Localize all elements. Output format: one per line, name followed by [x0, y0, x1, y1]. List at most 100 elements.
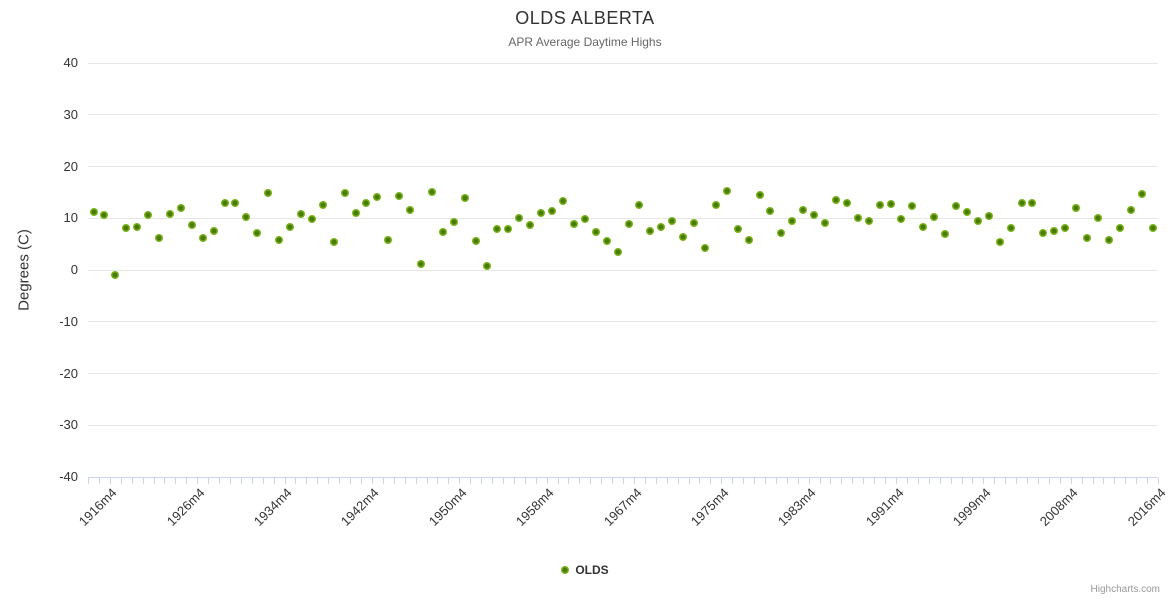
data-point[interactable]	[821, 219, 829, 228]
data-point[interactable]	[1028, 198, 1037, 207]
data-point[interactable]	[209, 226, 218, 235]
data-point[interactable]	[144, 211, 153, 220]
data-point[interactable]	[744, 235, 753, 244]
data-point[interactable]	[1072, 204, 1081, 213]
data-point[interactable]	[275, 236, 284, 244]
data-point[interactable]	[471, 236, 480, 245]
data-point[interactable]	[831, 196, 840, 205]
data-point[interactable]	[318, 200, 327, 209]
data-point[interactable]	[89, 207, 98, 216]
data-point[interactable]	[1148, 223, 1157, 232]
data-point[interactable]	[755, 191, 764, 199]
data-point[interactable]	[504, 225, 513, 234]
data-point[interactable]	[155, 234, 163, 243]
data-point[interactable]	[231, 198, 240, 207]
data-point[interactable]	[569, 219, 578, 228]
data-point[interactable]	[340, 188, 349, 197]
data-point[interactable]	[930, 213, 939, 222]
data-point[interactable]	[406, 205, 415, 214]
data-point[interactable]	[1050, 227, 1059, 236]
data-point[interactable]	[646, 226, 655, 235]
data-point[interactable]	[427, 188, 436, 197]
data-point[interactable]	[962, 208, 971, 216]
data-point[interactable]	[1137, 189, 1146, 198]
data-point[interactable]	[1061, 223, 1070, 232]
data-point[interactable]	[100, 210, 109, 219]
data-point[interactable]	[635, 200, 644, 209]
data-point[interactable]	[864, 216, 873, 225]
data-point[interactable]	[264, 189, 273, 198]
data-point[interactable]	[580, 215, 589, 224]
data-point[interactable]	[908, 201, 917, 210]
data-point[interactable]	[853, 214, 862, 223]
data-point[interactable]	[995, 237, 1004, 246]
data-point[interactable]	[558, 196, 567, 205]
data-point[interactable]	[984, 211, 993, 220]
data-point[interactable]	[810, 211, 819, 220]
data-point[interactable]	[329, 238, 338, 247]
data-point[interactable]	[613, 247, 622, 256]
data-point[interactable]	[253, 229, 262, 238]
data-point[interactable]	[449, 218, 458, 227]
data-point[interactable]	[591, 227, 600, 236]
data-point[interactable]	[187, 220, 196, 229]
data-point[interactable]	[842, 199, 851, 208]
data-point[interactable]	[1006, 223, 1015, 232]
data-point[interactable]	[711, 201, 720, 210]
data-point[interactable]	[733, 225, 742, 234]
data-point[interactable]	[515, 213, 524, 222]
data-point[interactable]	[548, 206, 556, 215]
data-point[interactable]	[1083, 233, 1091, 242]
data-point[interactable]	[537, 209, 546, 218]
data-point[interactable]	[1104, 236, 1113, 244]
data-point[interactable]	[1115, 224, 1124, 233]
data-point[interactable]	[526, 221, 535, 229]
data-point[interactable]	[766, 206, 775, 215]
data-point[interactable]	[679, 233, 688, 242]
highcharts-credit-link[interactable]: Highcharts.com	[1090, 584, 1160, 595]
data-point[interactable]	[788, 216, 797, 225]
legend-item-olds[interactable]: OLDS	[0, 563, 1170, 577]
data-point[interactable]	[286, 223, 294, 231]
data-point[interactable]	[777, 229, 786, 238]
data-point[interactable]	[1017, 199, 1026, 208]
data-point[interactable]	[722, 186, 731, 195]
data-point[interactable]	[941, 230, 950, 239]
data-point[interactable]	[460, 194, 469, 203]
data-point[interactable]	[897, 215, 906, 224]
data-point[interactable]	[417, 259, 425, 268]
data-point[interactable]	[111, 270, 120, 279]
data-point[interactable]	[919, 222, 928, 231]
data-point[interactable]	[482, 262, 491, 271]
data-point[interactable]	[624, 219, 633, 228]
data-point[interactable]	[493, 225, 502, 234]
data-point[interactable]	[296, 210, 305, 219]
data-point[interactable]	[886, 200, 895, 209]
data-point[interactable]	[1126, 205, 1135, 214]
data-point[interactable]	[952, 201, 960, 210]
data-point[interactable]	[198, 234, 207, 243]
data-point[interactable]	[351, 209, 360, 218]
data-point[interactable]	[875, 200, 884, 209]
data-point[interactable]	[165, 209, 174, 218]
data-point[interactable]	[373, 193, 382, 201]
data-point[interactable]	[395, 192, 404, 200]
data-point[interactable]	[657, 222, 666, 231]
data-point[interactable]	[700, 243, 709, 252]
data-point[interactable]	[133, 222, 142, 231]
data-point[interactable]	[220, 199, 229, 208]
data-point[interactable]	[602, 237, 611, 245]
data-point[interactable]	[384, 236, 393, 244]
data-point[interactable]	[973, 216, 982, 225]
data-point[interactable]	[438, 227, 447, 236]
data-point[interactable]	[799, 206, 808, 214]
data-point[interactable]	[122, 224, 131, 233]
data-point[interactable]	[690, 219, 698, 228]
data-point[interactable]	[176, 204, 185, 213]
data-point[interactable]	[1039, 228, 1048, 237]
data-point[interactable]	[668, 216, 677, 225]
data-point[interactable]	[1093, 214, 1102, 223]
data-point[interactable]	[362, 199, 371, 208]
data-point[interactable]	[242, 212, 251, 221]
data-point[interactable]	[307, 214, 316, 223]
